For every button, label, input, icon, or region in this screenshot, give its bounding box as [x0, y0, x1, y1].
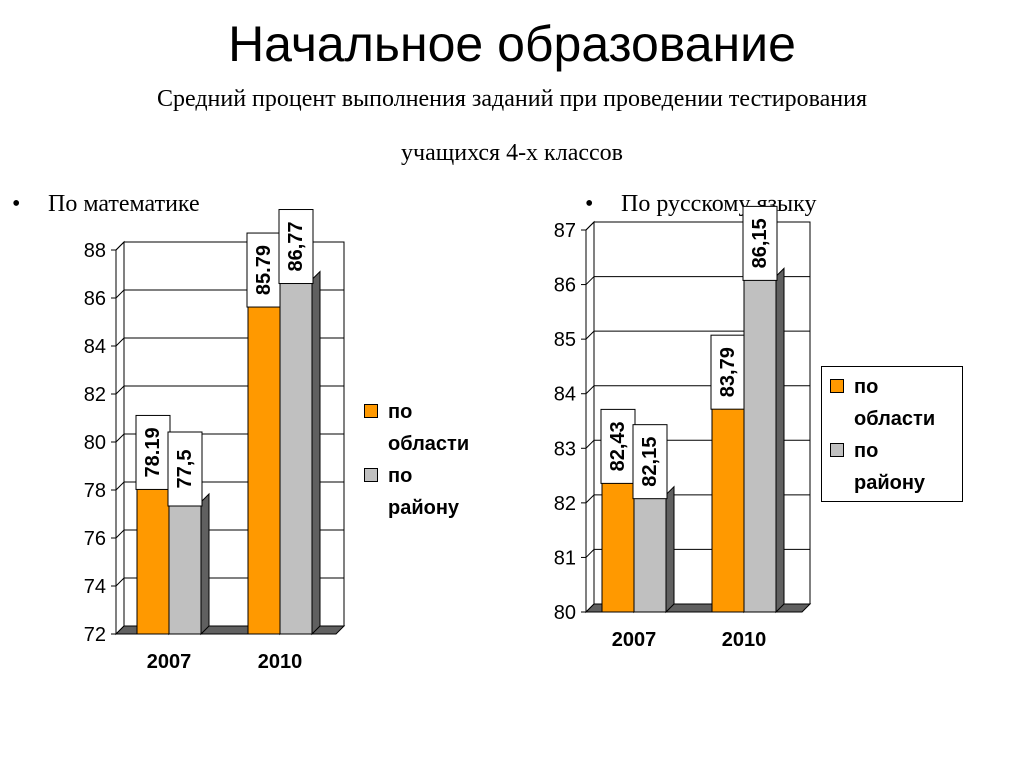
- legend-swatch-region: [830, 379, 844, 393]
- bar-side-face: [775, 267, 785, 614]
- bullet-dot-icon: •: [585, 191, 594, 217]
- legend-label-region-2: области: [388, 433, 470, 455]
- page-title: Начальное образование: [228, 16, 796, 72]
- bullet-russian: • По русскому языку: [585, 190, 816, 218]
- data-label-box: [600, 408, 636, 484]
- y-tick-label: 83: [554, 438, 576, 460]
- subtitle-line-1: Средний процент выполнения заданий при п…: [156, 86, 868, 112]
- y-tick-label: 78: [84, 480, 106, 502]
- bullet-math: • По математике: [12, 190, 200, 218]
- legend-label-region-1: по: [388, 401, 413, 423]
- legend-item-district: по району: [828, 435, 956, 499]
- gridline: [585, 330, 810, 340]
- y-tick-label: 86: [554, 275, 576, 297]
- y-tick-label: 82: [84, 384, 106, 406]
- bar-district: [633, 494, 667, 613]
- legend-label-district-1: по: [388, 465, 413, 487]
- legend-item-district: по району: [362, 460, 469, 524]
- y-tick-label: 86: [84, 288, 106, 310]
- bar-region: [601, 478, 635, 613]
- bullet-russian-label: По русскому языку: [621, 191, 817, 217]
- data-label: 85.79: [253, 245, 275, 295]
- y-tick-label: 80: [554, 602, 576, 624]
- x-tick-label: 2007: [612, 629, 657, 651]
- data-label: 86,15: [749, 218, 771, 268]
- subtitle-line-2: учащихся 4-х классов: [401, 140, 623, 166]
- page-subtitle: Средний процент выполнения заданий при п…: [62, 80, 962, 172]
- data-label: 82,43: [607, 421, 629, 471]
- data-label-box: [135, 414, 171, 490]
- bullet-math-label: По математике: [48, 191, 200, 217]
- legend-swatch-district: [364, 468, 378, 482]
- gridline: [585, 221, 810, 231]
- y-tick-label: 80: [84, 432, 106, 454]
- data-label-box: [632, 424, 668, 500]
- bar-region: [711, 404, 745, 613]
- bar-region: [136, 484, 170, 635]
- legend-label-region-2: области: [854, 408, 936, 430]
- legend-label-district-2: району: [854, 472, 926, 494]
- bar-district: [168, 501, 202, 635]
- legend-item-region: по области: [828, 371, 956, 435]
- data-label-box: [710, 334, 746, 410]
- y-tick-label: 87: [554, 220, 576, 242]
- legend-label-district-2: району: [388, 497, 460, 519]
- legend-item-region: по области: [362, 396, 469, 460]
- x-tick-label: 2010: [258, 651, 303, 673]
- bar-district: [743, 275, 777, 613]
- legend-swatch-district: [830, 443, 844, 457]
- y-tick-label: 81: [554, 547, 576, 569]
- data-label: 86,77: [285, 221, 307, 271]
- data-label: 83,79: [717, 347, 739, 397]
- bar-side-face: [665, 485, 675, 614]
- data-label: 77,5: [174, 450, 196, 489]
- y-tick-label: 84: [554, 384, 576, 406]
- x-tick-label: 2010: [722, 629, 767, 651]
- legend-swatch-region: [364, 404, 378, 418]
- y-tick-label: 85: [554, 329, 576, 351]
- math-legend: по области по району: [362, 396, 469, 524]
- gridline: [585, 276, 810, 285]
- y-tick-label: 88: [84, 240, 106, 262]
- data-label-box: [278, 209, 314, 285]
- russian-legend: по области по району: [821, 366, 963, 502]
- data-label-box: [167, 431, 203, 507]
- y-tick-label: 82: [554, 493, 576, 515]
- data-label: 78.19: [142, 427, 164, 477]
- y-tick-label: 76: [84, 528, 106, 550]
- bar-region: [247, 302, 281, 635]
- y-tick-label: 74: [84, 576, 106, 598]
- data-label: 82,15: [639, 437, 661, 487]
- bar-district: [279, 279, 313, 635]
- x-tick-label: 2007: [147, 651, 192, 673]
- legend-label-region-1: по: [854, 376, 879, 398]
- y-tick-label: 72: [84, 624, 106, 646]
- legend-label-district-1: по: [854, 440, 879, 462]
- y-tick-label: 84: [84, 336, 106, 358]
- data-label-box: [742, 205, 778, 281]
- bullet-dot-icon: •: [12, 191, 21, 217]
